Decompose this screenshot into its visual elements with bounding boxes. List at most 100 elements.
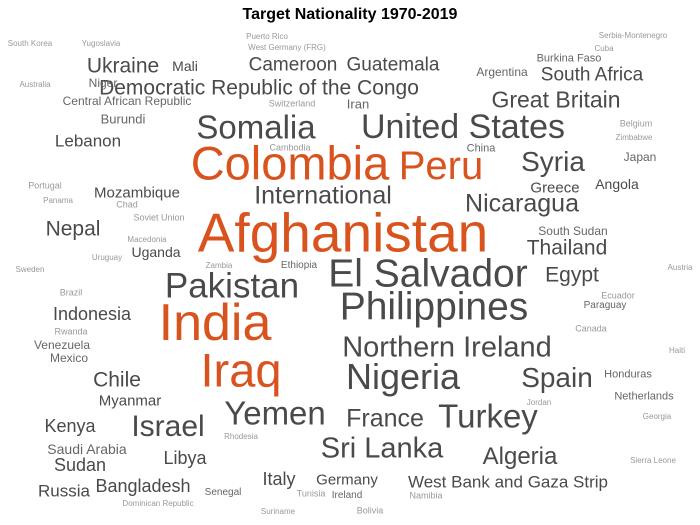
word-senegal: Senegal bbox=[204, 487, 242, 498]
word-paraguay: Paraguay bbox=[583, 300, 627, 311]
word-algeria: Algeria bbox=[482, 443, 558, 470]
word-central-african-republic: Central African Republic bbox=[62, 94, 192, 108]
word-portugal: Portugal bbox=[28, 180, 62, 191]
word-myanmar: Myanmar bbox=[98, 392, 162, 410]
word-libya: Libya bbox=[163, 448, 207, 468]
word-international: International bbox=[254, 181, 392, 210]
word-south-sudan: South Sudan bbox=[538, 224, 608, 238]
word-panama: Panama bbox=[43, 196, 73, 205]
word-burkina-faso: Burkina Faso bbox=[536, 52, 602, 65]
word-germany: Germany bbox=[316, 471, 378, 489]
word-turkey: Turkey bbox=[438, 397, 538, 435]
word-nicaragua: Nicaragua bbox=[465, 189, 579, 218]
word-australia: Australia bbox=[19, 80, 51, 89]
word-dominican-republic: Dominican Republic bbox=[122, 499, 194, 508]
word-thailand: Thailand bbox=[526, 236, 608, 260]
word-niger: Niger bbox=[88, 76, 118, 90]
word-india: India bbox=[158, 294, 272, 352]
word-yemen: Yemen bbox=[224, 394, 326, 432]
word-honduras: Honduras bbox=[604, 368, 652, 381]
word-italy: Italy bbox=[262, 469, 296, 489]
word-guatemala: Guatemala bbox=[346, 54, 440, 76]
word-bangladesh: Bangladesh bbox=[95, 476, 191, 496]
word-zambia: Zambia bbox=[205, 261, 233, 270]
word-philippines: Philippines bbox=[339, 285, 529, 329]
word-ecuador: Ecuador bbox=[601, 290, 635, 301]
word-democratic-republic-of-the-congo: Democratic Republic of the Congo bbox=[99, 76, 419, 100]
word-georgia: Georgia bbox=[642, 412, 672, 421]
word-tunisia: Tunisia bbox=[296, 488, 326, 499]
word-afghanistan: Afghanistan bbox=[197, 201, 489, 264]
word-haiti: Haiti bbox=[668, 346, 686, 355]
word-uruguay: Uruguay bbox=[91, 253, 123, 262]
word-peru: Peru bbox=[398, 144, 484, 188]
word-greece: Greece bbox=[530, 179, 580, 197]
word-united-states: United States bbox=[360, 108, 566, 146]
word-rwanda: Rwanda bbox=[54, 326, 88, 337]
word-russia: Russia bbox=[38, 481, 90, 501]
word-uganda: Uganda bbox=[131, 244, 181, 260]
word-china: China bbox=[466, 142, 496, 155]
word-switzerland: Switzerland bbox=[268, 98, 316, 109]
word-lebanon: Lebanon bbox=[54, 131, 122, 151]
word-south-korea: South Korea bbox=[7, 39, 53, 48]
word-sudan: Sudan bbox=[53, 455, 107, 475]
word-france: France bbox=[346, 404, 424, 433]
word-kenya: Kenya bbox=[44, 416, 96, 436]
word-somalia: Somalia bbox=[196, 108, 316, 146]
word-spain: Spain bbox=[521, 362, 593, 393]
word-namibia: Namibia bbox=[409, 490, 443, 501]
chart-title: Target Nationality 1970-2019 bbox=[242, 6, 458, 23]
word-puerto-rico: Puerto Rico bbox=[246, 32, 288, 41]
word-austria: Austria bbox=[667, 263, 693, 272]
word-chad: Chad bbox=[116, 199, 138, 210]
word-suriname: Suriname bbox=[260, 507, 296, 516]
word-japan: Japan bbox=[623, 150, 657, 164]
word-great-britain: Great Britain bbox=[491, 86, 621, 113]
word-south-africa: South Africa bbox=[540, 64, 644, 86]
word-pakistan: Pakistan bbox=[164, 266, 300, 306]
word-northern-ireland: Northern Ireland bbox=[342, 331, 552, 364]
word-syria: Syria bbox=[521, 146, 585, 177]
word-jordan: Jordan bbox=[526, 398, 552, 407]
word-indonesia: Indonesia bbox=[52, 304, 132, 324]
word-west-bank-and-gaza-strip: West Bank and Gaza Strip bbox=[407, 472, 609, 492]
word-mexico: Mexico bbox=[49, 351, 89, 365]
word-saudi-arabia: Saudi Arabia bbox=[47, 441, 127, 457]
word-mali: Mali bbox=[172, 58, 198, 74]
word-angola: Angola bbox=[595, 176, 639, 192]
word-serbia-montenegro: Serbia-Montenegro bbox=[598, 31, 668, 40]
word-colombia: Colombia bbox=[190, 136, 390, 190]
word-argentina: Argentina bbox=[476, 65, 528, 79]
word-egypt: Egypt bbox=[545, 263, 599, 287]
word-chile: Chile bbox=[93, 368, 141, 392]
word-sweden: Sweden bbox=[15, 265, 45, 274]
word-brazil: Brazil bbox=[59, 287, 83, 298]
word-yugoslavia: Yugoslavia bbox=[81, 39, 121, 48]
word-ireland: Ireland bbox=[331, 490, 363, 501]
word-macedonia: Macedonia bbox=[127, 235, 167, 244]
word-rhodesia: Rhodesia bbox=[224, 432, 258, 441]
word-cameroon: Cameroon bbox=[248, 54, 338, 76]
word-west-germany-frg: West Germany (FRG) bbox=[248, 43, 326, 52]
word-ethiopia: Ethiopia bbox=[280, 260, 318, 271]
word-cuba: Cuba bbox=[594, 44, 614, 53]
word-nepal: Nepal bbox=[45, 217, 101, 241]
word-sierra-leone: Sierra Leone bbox=[630, 456, 676, 465]
word-canada: Canada bbox=[575, 323, 607, 334]
word-soviet-union: Soviet Union bbox=[133, 212, 185, 223]
word-israel: Israel bbox=[131, 410, 205, 443]
word-burundi: Burundi bbox=[100, 111, 146, 127]
word-iran: Iran bbox=[346, 96, 370, 112]
word-cambodia: Cambodia bbox=[269, 142, 311, 153]
word-mozambique: Mozambique bbox=[94, 184, 180, 202]
word-nigeria: Nigeria bbox=[345, 356, 461, 397]
word-venezuela: Venezuela bbox=[33, 338, 91, 352]
word-belgium: Belgium bbox=[619, 118, 653, 129]
word-zimbabwe: Zimbabwe bbox=[615, 133, 653, 142]
word-netherlands: Netherlands bbox=[614, 390, 674, 403]
word-iraq: Iraq bbox=[200, 343, 282, 397]
word-sri-lanka: Sri Lanka bbox=[320, 432, 444, 465]
word-bolivia: Bolivia bbox=[356, 505, 384, 516]
